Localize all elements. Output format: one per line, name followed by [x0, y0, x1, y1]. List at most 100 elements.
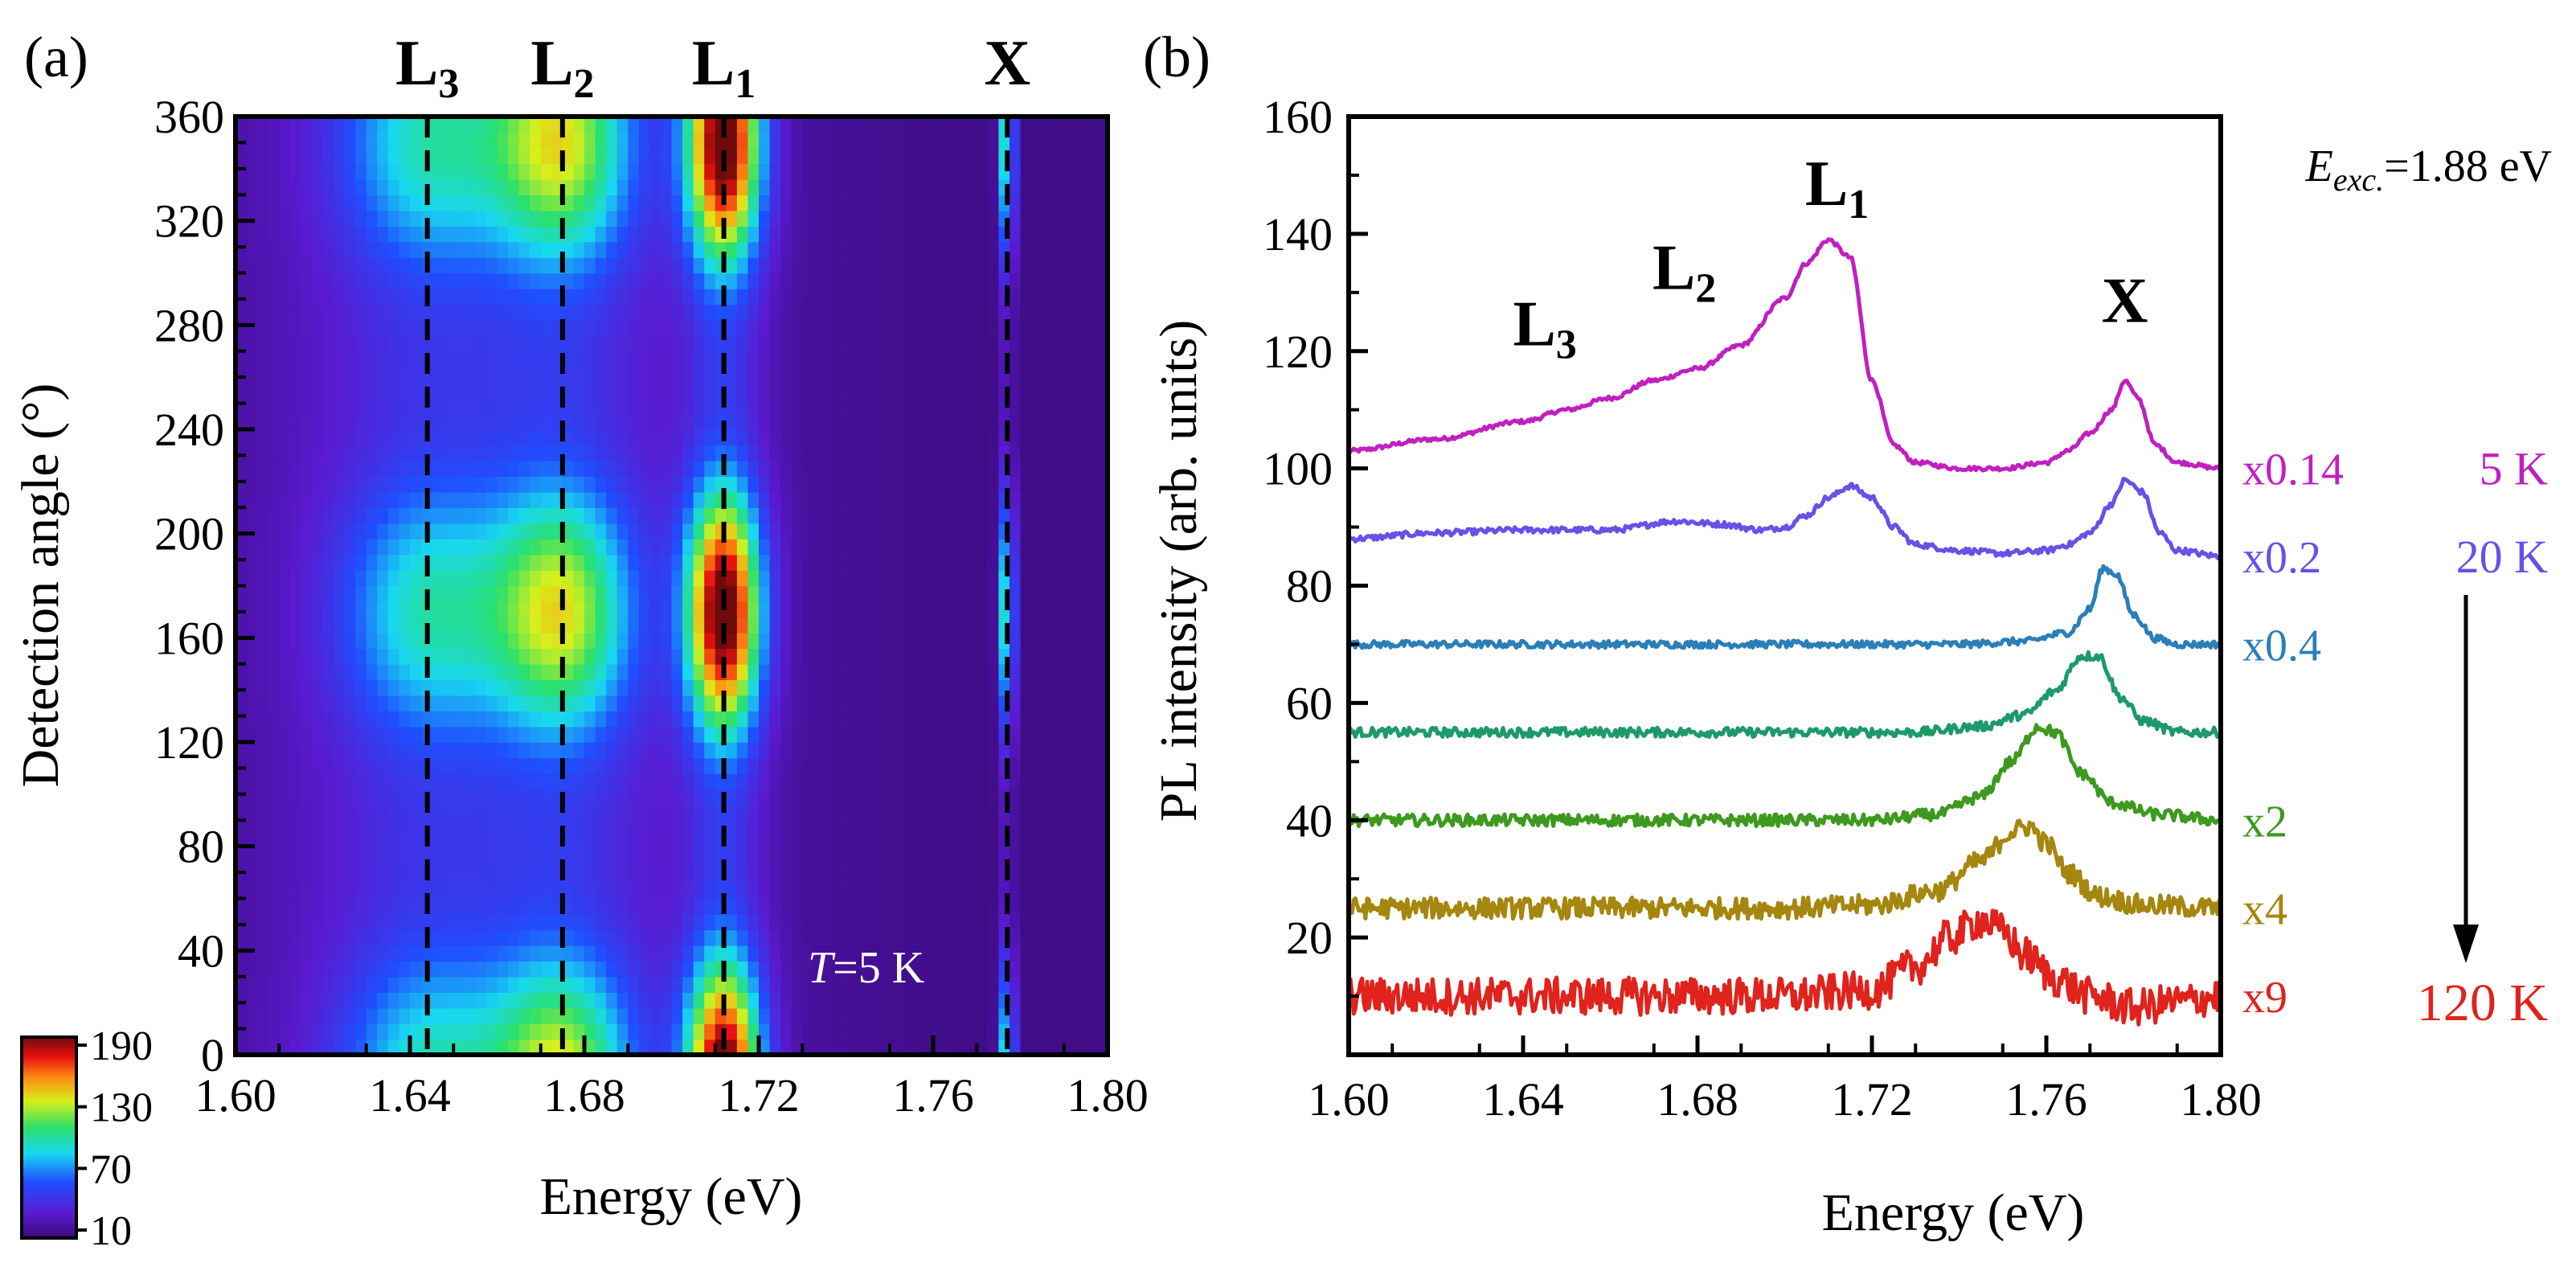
heatmap-cell — [824, 835, 836, 852]
heatmap-cell — [1085, 147, 1098, 165]
heatmap-cell — [802, 648, 814, 665]
heatmap-cell — [1031, 147, 1043, 165]
heatmap-cell — [649, 288, 661, 305]
heatmap-cell — [1009, 445, 1022, 461]
heatmap-cell — [726, 539, 738, 556]
heatmap-cell — [1031, 711, 1043, 728]
heatmap-cell — [344, 304, 356, 321]
heatmap-cell — [1053, 226, 1065, 243]
heatmap-cell — [944, 445, 956, 461]
heatmap-cell — [235, 335, 248, 352]
heatmap-cell — [726, 476, 738, 493]
heatmap-cell — [616, 726, 629, 743]
heatmap-cell — [279, 617, 291, 634]
heatmap-cell — [704, 711, 716, 728]
heatmap-cell — [736, 476, 749, 493]
heatmap-cell — [955, 195, 967, 211]
heatmap-cell — [813, 304, 825, 321]
heatmap-cell — [628, 789, 640, 806]
heatmap-cell — [977, 835, 989, 852]
heatmap-cell — [279, 319, 291, 337]
heatmap-cell — [900, 835, 912, 852]
heatmap-cell — [616, 804, 629, 822]
heatmap-cell — [747, 351, 760, 367]
heatmap-cell — [878, 789, 891, 806]
heatmap-cell — [1009, 335, 1022, 352]
heatmap-cell — [1042, 226, 1054, 243]
heatmap-cell — [889, 117, 902, 133]
heatmap-cell — [518, 445, 530, 461]
heatmap-cell — [911, 867, 924, 884]
heatmap-cell — [366, 429, 379, 446]
heatmap-cell — [497, 992, 509, 1009]
heatmap-cell — [453, 257, 465, 274]
heatmap-cell — [573, 147, 585, 165]
heatmap-cell — [279, 398, 291, 415]
heatmap-cell — [377, 804, 389, 822]
heatmap-cell — [301, 679, 313, 696]
heatmap-cell — [1063, 210, 1076, 227]
heatmap-cell — [889, 476, 902, 493]
heatmap-cell — [987, 883, 1000, 900]
heatmap-cell — [355, 523, 367, 539]
heatmap-cell — [1042, 304, 1054, 321]
heatmap-cell — [1063, 398, 1076, 415]
heatmap-cell — [584, 523, 596, 539]
heatmap-cell — [322, 241, 334, 258]
heatmap-cell — [268, 898, 281, 915]
heatmap-cell — [584, 945, 596, 962]
heatmap-cell — [649, 117, 661, 133]
heatmap-cell — [769, 617, 781, 634]
heatmap-cell — [649, 695, 661, 711]
peak-position-dashes — [424, 117, 1010, 1055]
heatmap-cell — [911, 773, 924, 790]
heatmap-cell — [377, 992, 389, 1009]
heatmap-cell — [497, 460, 509, 478]
heatmap-cell — [410, 601, 422, 618]
heatmap-cell — [955, 820, 967, 837]
heatmap-cell — [889, 648, 902, 665]
heatmap-cell — [736, 195, 749, 211]
heatmap-cell — [965, 257, 978, 274]
heatmap-cell — [638, 273, 651, 289]
heatmap-cell — [933, 585, 945, 602]
heatmap-cell — [475, 507, 487, 524]
heatmap-cell — [410, 195, 422, 211]
heatmap-cell — [387, 554, 400, 571]
heatmap-cell — [606, 178, 618, 196]
heatmap-cell — [791, 491, 804, 509]
heatmap-cell — [769, 335, 781, 352]
heatmap-cell — [562, 554, 575, 571]
heatmap-cell — [606, 132, 618, 149]
heatmap-cell — [377, 539, 389, 556]
heatmap-cell — [878, 460, 891, 478]
heatmap-cell — [551, 711, 563, 728]
heatmap-cell — [606, 335, 618, 352]
heatmap-cell — [311, 1007, 324, 1024]
heatmap-cell — [726, 335, 738, 352]
heatmap-cell — [595, 648, 607, 665]
heatmap-cell — [246, 1023, 258, 1040]
heatmap-cell — [759, 351, 771, 367]
heatmap-cell — [660, 851, 673, 868]
heatmap-cell — [584, 757, 596, 774]
heatmap-cell — [289, 507, 302, 524]
heatmap-cell — [235, 585, 248, 602]
heatmap-cell — [366, 476, 379, 493]
heatmap-cell — [301, 898, 313, 915]
heatmap-cell — [508, 773, 520, 790]
heatmap-cell — [366, 539, 379, 556]
heatmap-cell — [965, 147, 978, 165]
heatmap-cell — [355, 945, 367, 962]
heatmap-cell — [977, 804, 989, 822]
colorbar — [20, 1035, 78, 1240]
heatmap-cell — [704, 147, 716, 165]
heatmap-cell — [846, 773, 858, 790]
heatmap-cell — [279, 351, 291, 367]
heatmap-cell — [584, 1039, 596, 1055]
heatmap-cell — [747, 523, 760, 539]
heatmap-cell — [693, 507, 705, 524]
heatmap-cell — [540, 413, 553, 430]
heatmap-cell — [889, 570, 902, 587]
heatmap-cell — [813, 554, 825, 571]
